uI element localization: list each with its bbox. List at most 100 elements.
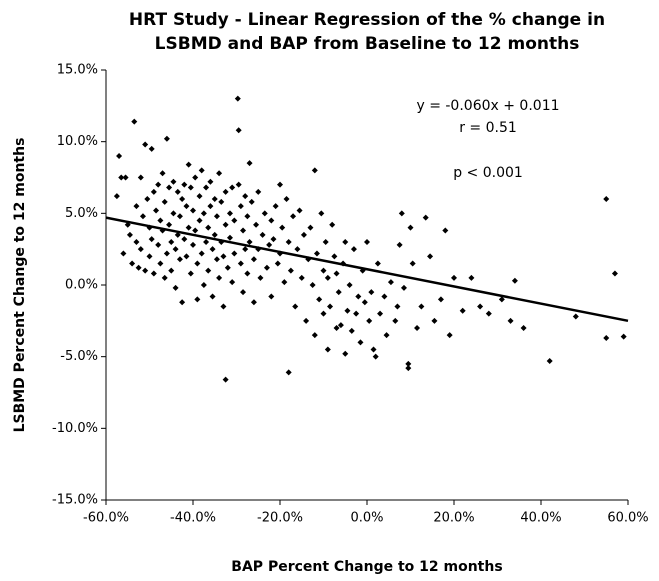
point: [311, 167, 318, 174]
point: [418, 303, 425, 310]
point: [377, 310, 384, 317]
point: [220, 253, 227, 260]
point: [226, 234, 233, 241]
point: [166, 184, 173, 191]
point: [400, 284, 407, 291]
point: [333, 325, 340, 331]
point: [181, 181, 188, 188]
point: [459, 307, 466, 314]
point: [135, 264, 142, 271]
point: [194, 260, 201, 267]
point: [207, 203, 214, 210]
point: [327, 303, 334, 310]
point: [129, 260, 136, 267]
point: [220, 303, 227, 310]
point: [131, 118, 138, 125]
point: [368, 289, 375, 296]
point: [211, 196, 218, 202]
point: [192, 227, 199, 234]
point: [205, 267, 212, 274]
point: [446, 332, 453, 339]
point: [234, 95, 241, 102]
point: [231, 217, 238, 224]
point: [203, 184, 210, 191]
point: [222, 188, 229, 195]
point: [285, 369, 292, 376]
point: [374, 260, 381, 267]
y-tick-label: -5.0%: [60, 349, 98, 364]
point: [216, 274, 223, 281]
x-tick-label: 60.0%: [607, 511, 648, 526]
point: [224, 264, 231, 271]
point: [209, 293, 216, 300]
point: [277, 181, 283, 188]
point: [320, 267, 327, 274]
point: [370, 346, 377, 353]
point: [216, 170, 223, 177]
point: [176, 256, 183, 263]
point: [300, 231, 307, 238]
point: [407, 224, 414, 231]
x-tick-label: 20.0%: [433, 511, 474, 526]
x-axis-title: BAP Percent Change to 12 months: [231, 559, 502, 575]
point: [468, 274, 475, 281]
point: [246, 239, 253, 245]
point: [357, 339, 364, 346]
point: [200, 210, 207, 217]
point: [222, 221, 229, 228]
point: [229, 184, 236, 191]
point: [307, 224, 314, 231]
point: [409, 260, 416, 267]
point: [172, 246, 179, 253]
y-tick-label: 10.0%: [57, 134, 98, 149]
point: [229, 279, 236, 286]
point: [196, 217, 203, 224]
point: [294, 246, 301, 253]
point: [437, 296, 444, 303]
point: [218, 198, 225, 205]
point: [116, 153, 123, 159]
point: [185, 161, 192, 168]
y-tick-label: 0.0%: [65, 278, 98, 293]
point: [170, 210, 177, 217]
point: [194, 296, 201, 303]
point: [181, 236, 188, 243]
point: [159, 170, 166, 177]
y-axis-title: LSBMD Percent Change to 12 months: [12, 138, 28, 433]
point: [122, 174, 129, 181]
point: [213, 256, 220, 263]
point: [142, 141, 149, 148]
point: [253, 221, 260, 228]
point: [187, 270, 194, 277]
annotation: p < 0.001: [453, 165, 523, 181]
point: [372, 353, 379, 360]
point: [259, 231, 266, 238]
point: [281, 279, 288, 286]
point: [342, 350, 349, 357]
point: [498, 296, 505, 303]
point: [179, 196, 186, 202]
point: [250, 299, 257, 306]
point: [296, 207, 303, 214]
point: [200, 282, 207, 288]
point: [320, 310, 327, 317]
point: [226, 210, 233, 217]
point: [270, 236, 277, 243]
point: [244, 213, 251, 220]
point: [207, 178, 214, 185]
point: [185, 224, 192, 231]
point: [266, 241, 273, 248]
point: [205, 224, 212, 231]
point: [313, 250, 320, 257]
point: [161, 274, 168, 281]
annotation: r = 0.51: [459, 120, 517, 136]
chart-title: HRT Study - Linear Regression of the % c…: [129, 10, 605, 30]
point: [263, 264, 270, 271]
point: [166, 221, 173, 228]
point: [611, 270, 618, 277]
point: [383, 332, 390, 339]
point: [394, 303, 401, 310]
point: [331, 253, 338, 260]
point: [139, 213, 146, 220]
